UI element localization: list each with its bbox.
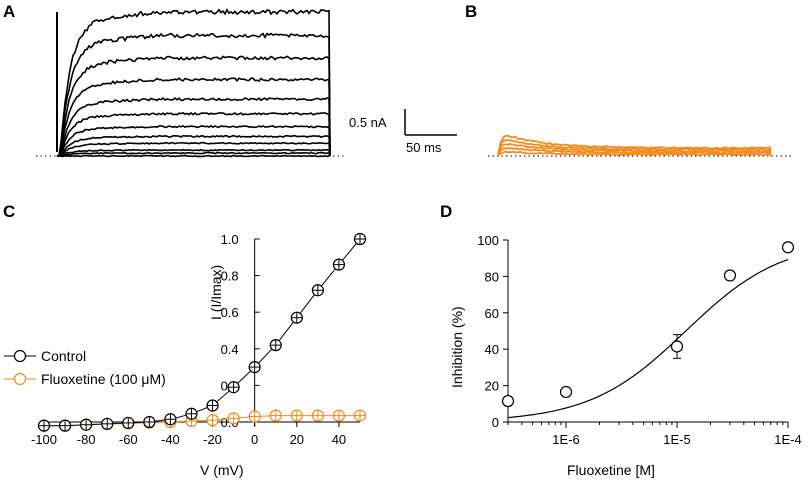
- c-point-control: [311, 284, 324, 297]
- c-y-ticks: 0.20.40.60.81.00.0: [221, 232, 260, 430]
- d-y-tick-label: 40: [485, 342, 499, 357]
- c-x-tick-label: -80: [77, 432, 96, 447]
- d-x-tick-label: 1E-6: [552, 432, 579, 447]
- panel-d-dose-response: 1E-6 1E-5 1E-4 0 20 40 60 80 100 Fluoxetine [M]…: [449, 233, 802, 478]
- c-y-tick-label: 0.4: [221, 342, 239, 357]
- c-point-control: [269, 339, 282, 352]
- c-point-control: [80, 418, 93, 431]
- d-point: [559, 385, 573, 399]
- scale-bar: 0.5 nA 50 ms: [349, 109, 457, 155]
- trace-a-10: [56, 32, 331, 157]
- d-x-tick-label: 1E-5: [663, 432, 690, 447]
- d-point: [670, 334, 684, 359]
- c-point-control: [332, 258, 346, 271]
- c-point-control: [164, 413, 177, 426]
- c-y-axis-title: I (I/Imax): [208, 265, 224, 320]
- trace-a-7: [56, 96, 331, 157]
- d-y-tick-label: 60: [485, 306, 499, 321]
- c-point-fluoxetine: [227, 412, 240, 425]
- scale-time-label: 50 ms: [406, 140, 442, 155]
- c-x-tick-label: 20: [290, 432, 304, 447]
- trace-b-1: [497, 146, 771, 157]
- c-line-control: [44, 238, 361, 427]
- d-y-tick-label: 80: [485, 269, 499, 284]
- c-x-tick-label: 40: [332, 432, 346, 447]
- trace-a-3: [56, 141, 331, 157]
- d-y-tick-label: 20: [485, 379, 499, 394]
- c-x-tick-label: -20: [203, 432, 222, 447]
- panel-letter-c: C: [3, 202, 15, 221]
- trace-a-1: [56, 151, 331, 157]
- c-point-fluoxetine: [248, 410, 261, 423]
- c-point-control: [206, 399, 219, 412]
- c-legend: Control Fluoxetine (100 μM): [4, 348, 166, 387]
- panel-b-traces: [488, 134, 792, 157]
- c-x-tick-label: 0: [251, 432, 258, 447]
- legend-fluoxetine-label: Fluoxetine (100 μM): [41, 371, 166, 387]
- legend-control-label: Control: [41, 348, 86, 364]
- c-point-control: [353, 232, 367, 246]
- c-y-tick-label: 0.6: [221, 305, 239, 320]
- c-point-fluoxetine: [311, 409, 324, 422]
- legend-control-marker: [13, 349, 27, 363]
- legend-fluoxetine-marker: [13, 372, 27, 386]
- trace-b-3: [497, 139, 771, 157]
- d-y-axis-title: Inhibition (%): [449, 306, 465, 388]
- scale-current-label: 0.5 nA: [349, 115, 387, 130]
- c-x-axis-title: V (mV): [200, 462, 244, 478]
- trace-a-6: [56, 111, 331, 157]
- trace-a-2: [56, 148, 331, 157]
- d-data-points: [501, 241, 795, 408]
- c-point-fluoxetine: [332, 409, 346, 422]
- trace-a-5: [56, 124, 331, 157]
- c-point-control: [248, 361, 261, 374]
- c-point-fluoxetine: [269, 409, 282, 422]
- c-point-control: [290, 311, 303, 324]
- d-point: [501, 394, 515, 408]
- panel-letter-a: A: [3, 2, 15, 21]
- d-y-tick-label: 0: [492, 415, 499, 430]
- d-x-tick-label: 1E-4: [774, 432, 801, 447]
- panel-letter-b: B: [465, 2, 477, 21]
- c-point-fluoxetine: [206, 414, 219, 427]
- c-x-tick-label: -60: [119, 432, 138, 447]
- trace-b-2: [497, 142, 771, 157]
- d-point: [723, 269, 737, 282]
- c-point-control: [122, 416, 135, 430]
- d-point: [781, 241, 795, 254]
- c-x-tick-label: -40: [161, 432, 180, 447]
- c-y-tick-label: 0.8: [221, 269, 239, 284]
- trace-a-4: [56, 134, 331, 157]
- trace-a-0: [56, 154, 331, 158]
- c-point-control: [185, 407, 198, 420]
- c-point-control: [37, 419, 51, 432]
- c-x-ticks: -100 -80 -60 -40 -20 0 20 40: [31, 422, 346, 447]
- d-x-ticks: 1E-6 1E-5 1E-4: [507, 422, 802, 447]
- c-point-control: [143, 415, 156, 429]
- c-point-control: [227, 381, 240, 394]
- panel-a-traces: [36, 8, 345, 158]
- panel-letter-d: D: [440, 202, 452, 221]
- d-x-axis-title: Fluoxetine [M]: [567, 462, 655, 478]
- c-series: [37, 232, 367, 432]
- d-fit-curve: [507, 258, 789, 419]
- c-point-fluoxetine: [353, 409, 367, 422]
- d-y-tick-label: 100: [477, 233, 499, 248]
- trace-a-8: [56, 77, 331, 157]
- c-y-tick-label: 1.0: [221, 232, 239, 247]
- c-point-control: [58, 419, 72, 432]
- trace-b-4: [497, 134, 771, 157]
- d-y-ticks: 0 20 40 60 80 100: [477, 233, 508, 430]
- c-x-tick-label: -100: [31, 432, 57, 447]
- c-point-control: [101, 417, 114, 430]
- trace-a-11: [56, 8, 331, 157]
- trace-a-9: [56, 55, 331, 157]
- c-point-fluoxetine: [290, 409, 303, 422]
